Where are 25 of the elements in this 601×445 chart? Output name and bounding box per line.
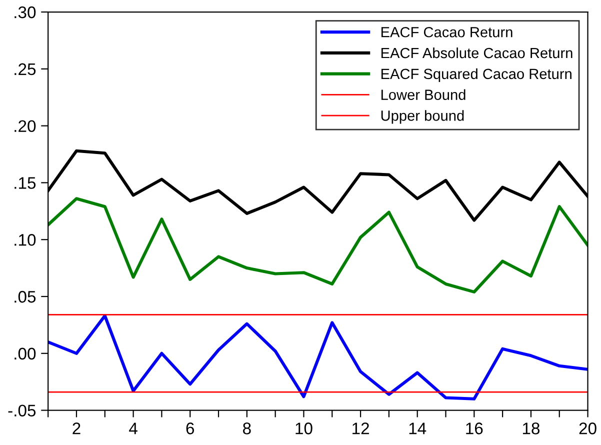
x-tick-label: 14 — [409, 422, 426, 434]
legend-label: EACF Squared Cacao Return — [381, 68, 572, 82]
legend-label: Lower Bound — [381, 89, 466, 100]
x-tick-label: 6 — [186, 422, 194, 434]
x-tick-label: 2 — [72, 422, 80, 434]
y-tick-label: .20 — [14, 120, 36, 132]
y-tick-label: .05 — [14, 290, 36, 303]
x-tick-label: 12 — [352, 422, 369, 434]
x-tick-label: 16 — [466, 422, 483, 434]
y-tick-label: .15 — [14, 177, 36, 189]
legend-label: EACF Cacao Return — [381, 26, 512, 38]
y-tick-label: .10 — [14, 234, 36, 246]
y-tick-label: .25 — [14, 63, 36, 76]
line-series — [48, 314, 588, 400]
x-tick-label: 18 — [522, 422, 540, 434]
line-series — [48, 197, 588, 294]
x-tick-label: 4 — [129, 422, 138, 434]
y-tick-label: .00 — [14, 348, 36, 360]
x-tick-label: 8 — [243, 422, 251, 434]
y-tick-label: .30 — [14, 6, 36, 18]
x-tick-label: 10 — [296, 422, 312, 434]
legend-label: Upper bound — [381, 110, 464, 124]
x-tick-label: 20 — [579, 422, 596, 434]
legend-label: EACF Absolute Cacao Return — [381, 47, 572, 58]
y-tick-label: -.05 — [8, 404, 36, 416]
